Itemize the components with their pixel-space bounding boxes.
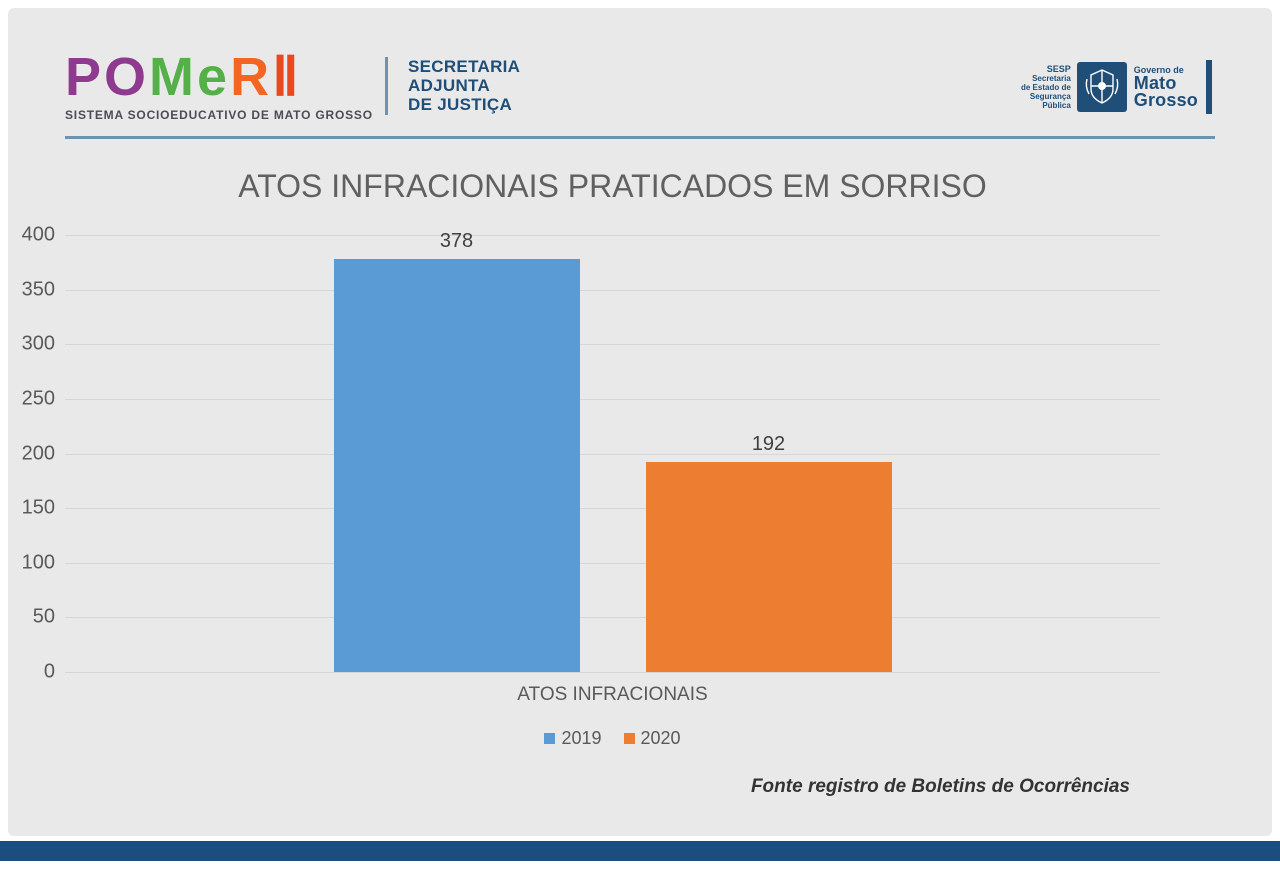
y-axis-tick-label: 250 [21, 387, 55, 410]
header-divider [385, 57, 388, 115]
legend-label: 2019 [561, 728, 602, 748]
bar-slot-2020: 192 [645, 235, 892, 672]
department-title-line: SECRETARIA [408, 57, 521, 76]
department-title-line: ADJUNTA [408, 76, 491, 95]
header-rule [65, 136, 1215, 139]
sesp-logo-text: SESP Secretaria de Estado de Segurança Públi… [1020, 63, 1071, 110]
y-axis-tick-label: 50 [32, 605, 55, 628]
governo-logo-bar [1206, 60, 1212, 114]
pomeri-logo-caption: SISTEMA SOCIOEDUCATIVO DE MATO GROSSO [65, 108, 373, 122]
legend-label: 2020 [640, 728, 681, 748]
bar-value-label-2020: 192 [751, 433, 786, 456]
legend-item-2020: 2020 [623, 728, 681, 749]
gridline [65, 289, 1160, 291]
y-axis-tick-label: 200 [21, 442, 55, 464]
governo-name-line: Grosso [1133, 90, 1198, 110]
governo-name: Mato Grosso [1133, 73, 1198, 110]
y-axis-tick-label: 150 [21, 496, 55, 519]
governo-name-line: Mato [1133, 73, 1177, 93]
bar-chart-plot-area: 400 350 300 250 200 150 100 50 0 378 192 [22, 224, 1160, 683]
pomeri-logo: POMeRⅡ SISTEMA SOCIOEDUCATIVO DE MATO GR… [65, 48, 373, 122]
sesp-logo-text-line: Secretaria [1032, 73, 1071, 83]
gridline [65, 617, 1160, 619]
slide: POMeRⅡ SISTEMA SOCIOEDUCATIVO DE MATO GR… [8, 8, 1272, 836]
chart-title: ATOS INFRACIONAIS PRATICADOS EM SORRISO [238, 168, 987, 204]
y-axis-tick-label: 400 [21, 223, 55, 246]
legend-item-2019: 2019 [544, 728, 602, 749]
pomeri-letter: R [230, 47, 273, 107]
department-title: SECRETARIA ADJUNTA DE JUSTIÇA [408, 57, 520, 114]
gridline [65, 344, 1160, 346]
y-axis-tick-label: 300 [21, 332, 55, 355]
government-logos: SESP Secretaria de Estado de Segurança Públi… [1021, 60, 1212, 114]
pomeri-letter: P [65, 47, 105, 107]
source-note: Fonte registro de Boletins de Ocorrência… [750, 776, 1130, 797]
legend-swatch-icon [623, 733, 635, 744]
department-title-line: DE JUSTIÇA [408, 95, 513, 114]
sesp-logo-text-line: SESP [1046, 63, 1071, 74]
y-axis-tick-label: 0 [43, 660, 55, 683]
gridline [65, 672, 1160, 673]
bar-2020 [645, 462, 892, 672]
bar-slot-2019: 378 [333, 230, 580, 672]
footer-accent-bar [0, 841, 1280, 861]
chart-legend: 2019 2020 [65, 728, 1160, 749]
pomeri-letter: O [104, 47, 150, 107]
gridline [65, 562, 1160, 564]
pomeri-wordmark: POMeRⅡ [65, 48, 373, 106]
y-axis-tick-label: 350 [21, 278, 55, 301]
legend-swatch-icon [544, 733, 556, 744]
pomeri-letter: Ⅱ [272, 47, 302, 107]
sesp-logo-text-line: Pública [1042, 100, 1071, 110]
gridline [65, 508, 1160, 510]
sesp-logo-text-line: de Estado de [1020, 82, 1071, 92]
bar-value-label-2019: 378 [439, 230, 474, 253]
x-axis-category-label: ATOS INFRACIONAIS [517, 684, 708, 705]
pomeri-letter: e [197, 47, 231, 107]
y-axis-tick-label: 100 [21, 551, 55, 574]
gridline [65, 398, 1160, 400]
mato-grosso-crest-icon [1076, 62, 1127, 112]
pomeri-letter: M [149, 47, 198, 107]
gridline [65, 453, 1160, 455]
sesp-logo-text-line: Segurança [1029, 91, 1071, 101]
governo-mato-grosso-logo: Governo de Mato Grosso [1134, 65, 1198, 109]
governo-prefix: Governo de [1133, 65, 1184, 75]
gridline [65, 235, 1160, 236]
bar-2019 [333, 259, 580, 672]
